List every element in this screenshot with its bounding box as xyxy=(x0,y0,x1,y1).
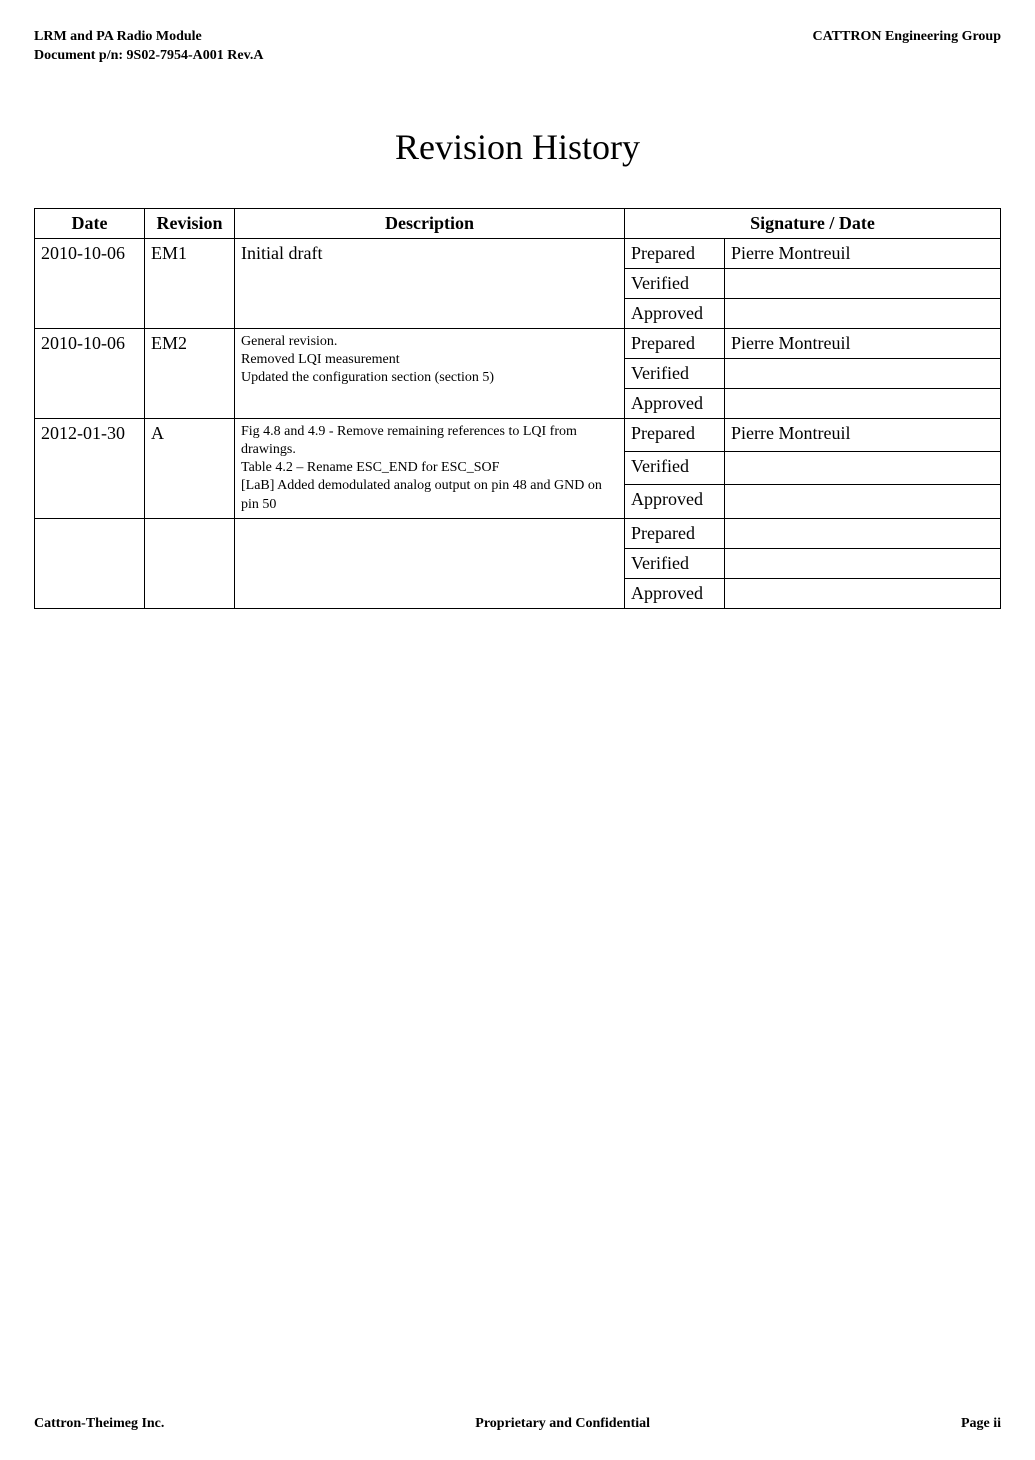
cell-sig-prepared: Pierre Montreuil xyxy=(725,328,1001,358)
cell-sig-prepared: Pierre Montreuil xyxy=(725,238,1001,268)
cell-sig-label-approved: Approved xyxy=(625,298,725,328)
cell-revision: EM2 xyxy=(145,328,235,418)
col-revision: Revision xyxy=(145,208,235,238)
cell-sig-label-approved: Approved xyxy=(625,578,725,608)
cell-revision: EM1 xyxy=(145,238,235,328)
cell-sig-approved xyxy=(725,388,1001,418)
cell-sig-approved xyxy=(725,485,1001,518)
cell-sig-verified xyxy=(725,452,1001,485)
cell-sig-label-verified: Verified xyxy=(625,358,725,388)
cell-sig-label-prepared: Prepared xyxy=(625,328,725,358)
footer-left: Cattron-Theimeg Inc. xyxy=(34,1416,164,1432)
revision-history-table: Date Revision Description Signature / Da… xyxy=(34,208,1001,609)
footer-right: Page ii xyxy=(961,1416,1001,1432)
cell-date: 2010-10-06 xyxy=(35,238,145,328)
cell-sig-label-verified: Verified xyxy=(625,268,725,298)
cell-revision: A xyxy=(145,418,235,518)
page-footer: Cattron-Theimeg Inc. Proprietary and Con… xyxy=(34,1416,1001,1432)
col-date: Date xyxy=(35,208,145,238)
cell-sig-label-verified: Verified xyxy=(625,452,725,485)
cell-sig-label-approved: Approved xyxy=(625,388,725,418)
cell-sig-label-prepared: Prepared xyxy=(625,238,725,268)
header-left: LRM and PA Radio Module Document p/n: 9S… xyxy=(34,28,263,66)
table-row: Prepared xyxy=(35,518,1001,548)
page-title: Revision History xyxy=(34,126,1001,168)
cell-sig-prepared: Pierre Montreuil xyxy=(725,418,1001,451)
cell-description xyxy=(235,518,625,608)
col-description: Description xyxy=(235,208,625,238)
table-row: 2010-10-06EM2General revision.Removed LQ… xyxy=(35,328,1001,358)
header-right: CATTRON Engineering Group xyxy=(812,28,1001,66)
page-header: LRM and PA Radio Module Document p/n: 9S… xyxy=(34,28,1001,66)
cell-sig-label-prepared: Prepared xyxy=(625,518,725,548)
cell-sig-prepared xyxy=(725,518,1001,548)
cell-date: 2010-10-06 xyxy=(35,328,145,418)
cell-sig-verified xyxy=(725,268,1001,298)
header-left-line1: LRM and PA Radio Module xyxy=(34,28,263,47)
cell-date: 2012-01-30 xyxy=(35,418,145,518)
cell-sig-label-approved: Approved xyxy=(625,485,725,518)
cell-sig-label-verified: Verified xyxy=(625,548,725,578)
col-signature: Signature / Date xyxy=(625,208,1001,238)
cell-sig-label-prepared: Prepared xyxy=(625,418,725,451)
cell-revision xyxy=(145,518,235,608)
cell-date xyxy=(35,518,145,608)
cell-description: Fig 4.8 and 4.9 - Remove remaining refer… xyxy=(235,418,625,518)
footer-center: Proprietary and Confidential xyxy=(475,1416,650,1432)
cell-sig-verified xyxy=(725,358,1001,388)
cell-sig-verified xyxy=(725,548,1001,578)
table-row: 2010-10-06EM1Initial draftPreparedPierre… xyxy=(35,238,1001,268)
table-header-row: Date Revision Description Signature / Da… xyxy=(35,208,1001,238)
cell-sig-approved xyxy=(725,298,1001,328)
cell-sig-approved xyxy=(725,578,1001,608)
cell-description: Initial draft xyxy=(235,238,625,328)
table-row: 2012-01-30AFig 4.8 and 4.9 - Remove rema… xyxy=(35,418,1001,451)
cell-description: General revision.Removed LQI measurement… xyxy=(235,328,625,418)
header-left-line2: Document p/n: 9S02-7954-A001 Rev.A xyxy=(34,47,263,66)
